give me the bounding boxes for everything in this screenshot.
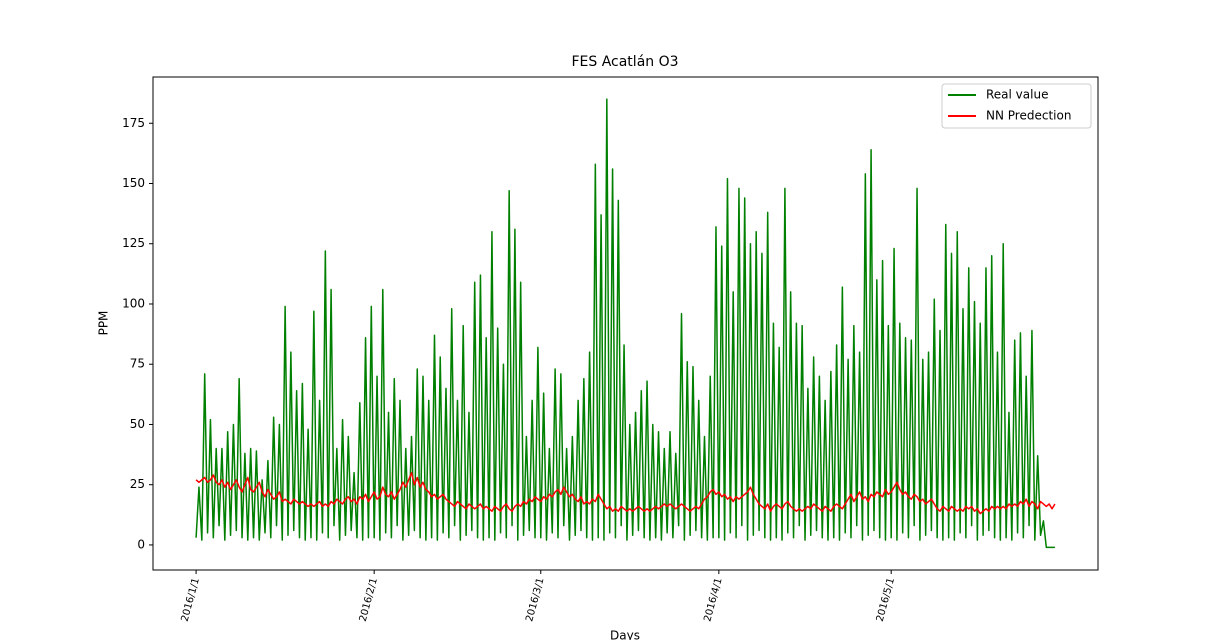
y-tick-label: 0 [137, 537, 145, 551]
line-series [195, 98, 1055, 549]
x-tick-label: 2016/2/1 [358, 577, 380, 623]
x-tick-label: 2016/4/1 [702, 577, 724, 623]
y-tick-label: 125 [122, 236, 145, 250]
x-tick-label: 2016/1/1 [180, 577, 202, 623]
y-tick-label: 150 [122, 176, 145, 190]
y-tick-label: 75 [130, 357, 145, 371]
x-tick-label: 2016/3/1 [524, 577, 546, 623]
y-tick-label: 100 [122, 296, 145, 310]
chart-title: FES Acatlán O3 [571, 54, 678, 70]
legend-box [941, 83, 1092, 129]
y-axis-label: PPM [97, 311, 111, 336]
x-axis-label: Days [610, 629, 640, 640]
legend-label: NN Predection [986, 109, 1071, 123]
y-tick-label: 25 [130, 477, 145, 491]
x-tick-label: 2016/5/1 [875, 577, 897, 623]
y-tick-label: 50 [130, 417, 145, 431]
y-tick-label: 175 [122, 116, 145, 130]
legend-label: Real value [986, 88, 1048, 102]
line-series [195, 471, 1056, 515]
plot-frame [152, 76, 1099, 571]
